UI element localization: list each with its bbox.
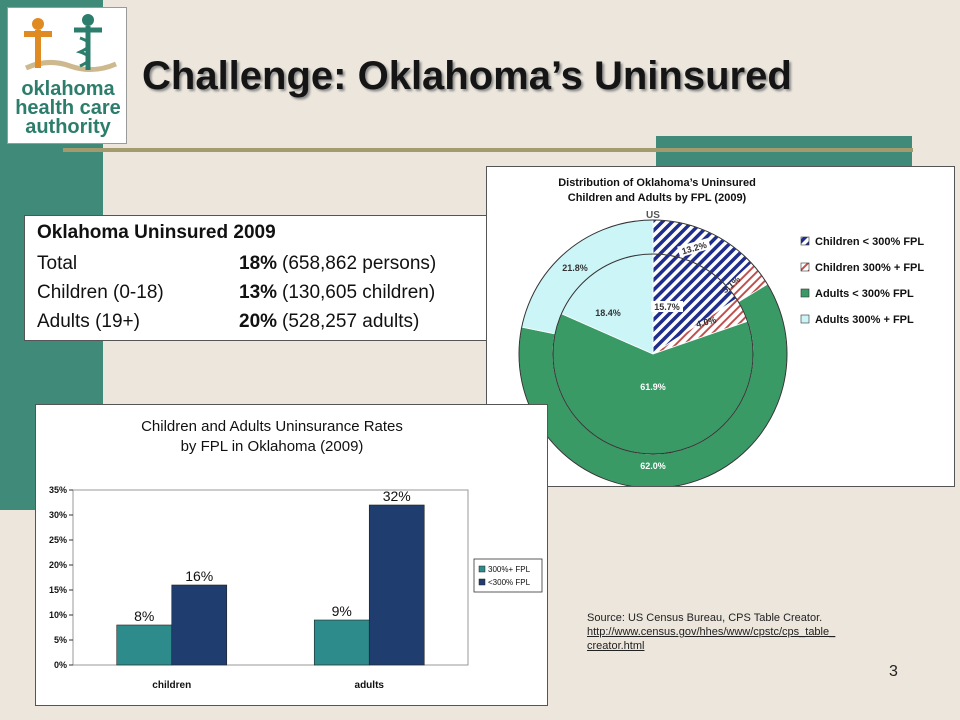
pie-chart-svg: Distribution of Oklahoma’s Uninsured Chi… <box>518 177 924 489</box>
bar-value-label: 16% <box>185 568 213 584</box>
y-tick-label: 0% <box>54 660 67 670</box>
pie-legend-label: Children < 300% FPL <box>815 236 924 248</box>
source-link-line-2: creator.html <box>587 640 645 652</box>
source-note: Source: US Census Bureau, CPS Table Crea… <box>587 611 835 653</box>
ohca-logo: oklahoma health care authority <box>7 7 127 144</box>
bar-children-1 <box>171 584 228 666</box>
source-link-line-1: http://www.census.gov/hhes/www/cpstc/cps… <box>587 626 836 638</box>
bar-chart-svg: Children and Adults Uninsurance Rates by… <box>49 418 543 691</box>
page-number: 3 <box>889 663 898 680</box>
pie-inner-outline <box>552 253 754 455</box>
stats-row-label: Adults (19+) <box>37 311 140 332</box>
pie-legend-swatch <box>800 314 810 324</box>
bar-legend-swatch <box>478 565 486 573</box>
stats-heading: Oklahoma Uninsured 2009 <box>37 222 276 243</box>
pie-title-line-1: Distribution of Oklahoma’s Uninsured <box>558 177 756 189</box>
caduceus-figure-logo-icon <box>24 14 117 72</box>
pie-value-label: 18.4% <box>595 308 621 318</box>
y-tick-label: 5% <box>54 635 67 645</box>
bar-legend-box <box>473 558 543 593</box>
pie-legend-label: Adults 300% + FPL <box>815 314 914 326</box>
bar-title-line-1: Children and Adults Uninsurance Rates <box>141 418 403 435</box>
pie-value-label: 4.0% <box>695 315 717 330</box>
fpl-distribution-chart: Distribution of Oklahoma’s Uninsured Chi… <box>486 166 955 489</box>
bar-legend-swatch <box>478 578 486 586</box>
stats-row-pct: 13% <box>239 282 278 303</box>
slide-title: Challenge: Oklahoma’s Uninsured <box>142 54 792 98</box>
source-line: Source: US Census Bureau, CPS Table Crea… <box>587 612 823 624</box>
bar-value-label: 8% <box>134 608 154 624</box>
pie-title-line-2: Children and Adults by FPL (2009) <box>568 192 747 204</box>
y-tick-label: 15% <box>49 585 67 595</box>
stats-row-label: Total <box>37 253 78 274</box>
y-tick-label: 10% <box>49 610 67 620</box>
logo-line-2: health care <box>15 97 121 119</box>
pie-legend-swatch <box>800 236 810 246</box>
pie-value-label: 62.0% <box>640 461 666 471</box>
bar-children-0 <box>116 624 173 666</box>
pie-value-label: 61.9% <box>640 382 666 392</box>
stats-row-detail: (658,862 persons) <box>282 253 437 274</box>
pie-legend-swatch <box>800 288 810 298</box>
pie-label-bg <box>651 301 683 312</box>
title-divider <box>63 148 913 152</box>
logo-line-3: authority <box>25 116 111 138</box>
bar-adults-1 <box>368 504 425 666</box>
stats-row-label: Children (0-18) <box>37 282 164 303</box>
stats-row-adults: Adults (19+) 20% (528,257 adults) <box>37 311 487 335</box>
stats-row-detail: (130,605 children) <box>282 282 436 303</box>
y-tick-label: 35% <box>49 485 67 495</box>
pie-legend-label: Children 300% + FPL <box>815 262 924 274</box>
stats-row-total: Total 18% (658,862 persons) <box>37 253 487 277</box>
pie-value-label: 21.8% <box>562 263 588 273</box>
pie-legend-swatch <box>800 262 810 272</box>
y-tick-label: 20% <box>49 560 67 570</box>
bar-value-label: 9% <box>332 603 352 619</box>
pie-value-label: 15.7% <box>654 302 680 312</box>
pie-label-bg <box>677 237 711 258</box>
x-category-label: adults <box>355 680 385 691</box>
pie-legend-label: Adults < 300% FPL <box>815 288 914 300</box>
uninsurance-rates-chart: Children and Adults Uninsurance Rates by… <box>35 404 548 706</box>
y-tick-label: 30% <box>49 510 67 520</box>
uninsured-stats-box: Oklahoma Uninsured 2009 Total 18% (658,8… <box>24 215 494 341</box>
source-link[interactable]: http://www.census.gov/hhes/www/cpstc/cps… <box>587 626 835 652</box>
x-category-label: children <box>152 680 191 691</box>
bar-title-line-2: by FPL in Oklahoma (2009) <box>181 438 364 455</box>
stats-row-pct: 20% <box>239 311 278 332</box>
bar-legend-label: <300% FPL <box>488 578 531 587</box>
plot-area-border <box>72 489 469 666</box>
stats-row-pct: 18% <box>239 253 278 274</box>
bar-adults-0 <box>313 619 370 666</box>
stats-row-children: Children (0-18) 13% (130,605 children) <box>37 282 487 306</box>
stats-row-detail: (528,257 adults) <box>282 311 420 332</box>
bar-legend-label: 300%+ FPL <box>488 565 531 574</box>
y-tick-label: 25% <box>49 535 67 545</box>
pie-outer-ring-label: US <box>646 210 660 221</box>
logo-line-1: oklahoma <box>21 78 115 100</box>
logo-text: oklahoma health care authority <box>8 78 128 138</box>
bar-value-label: 32% <box>383 488 411 504</box>
